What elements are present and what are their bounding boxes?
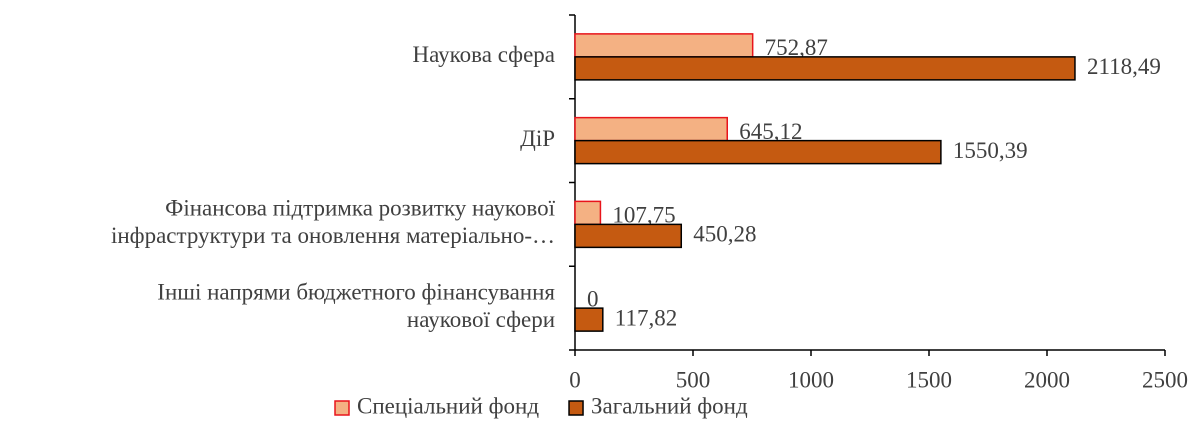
bar [574, 307, 604, 332]
bar [574, 139, 942, 165]
legend-swatch [568, 400, 584, 416]
value-label: 1550,39 [953, 138, 1028, 163]
bar [574, 56, 1076, 81]
bar [574, 200, 602, 226]
value-label: 2118,49 [1087, 54, 1161, 79]
value-label: 117,82 [615, 305, 677, 330]
category-label: Інші напрями бюджетного фінансування наук… [157, 280, 555, 333]
value-label: 752,87 [765, 35, 828, 60]
value-label: 450,28 [693, 222, 756, 247]
x-tick-label: 500 [676, 367, 711, 392]
value-label: 107,75 [612, 203, 675, 228]
bar [574, 33, 754, 58]
category-label: Наукова сфера [413, 42, 555, 67]
category-label: ДіР [520, 126, 555, 151]
bar [574, 223, 683, 249]
legend-swatch [334, 400, 350, 416]
bar [574, 116, 728, 142]
x-tick-label: 1500 [906, 367, 952, 392]
x-tick-label: 2000 [1024, 367, 1070, 392]
value-label: 645,12 [739, 119, 802, 144]
category-label: Фінансова підтримка розвитку наукової інф… [111, 196, 556, 249]
legend-label: Спеціальний фонд [357, 393, 539, 418]
x-tick-label: 0 [569, 367, 581, 392]
x-tick-label: 2500 [1142, 367, 1188, 392]
legend-label: Загальний фонд [591, 393, 748, 418]
x-tick-label: 1000 [788, 367, 834, 392]
value-label: 0 [587, 286, 599, 311]
